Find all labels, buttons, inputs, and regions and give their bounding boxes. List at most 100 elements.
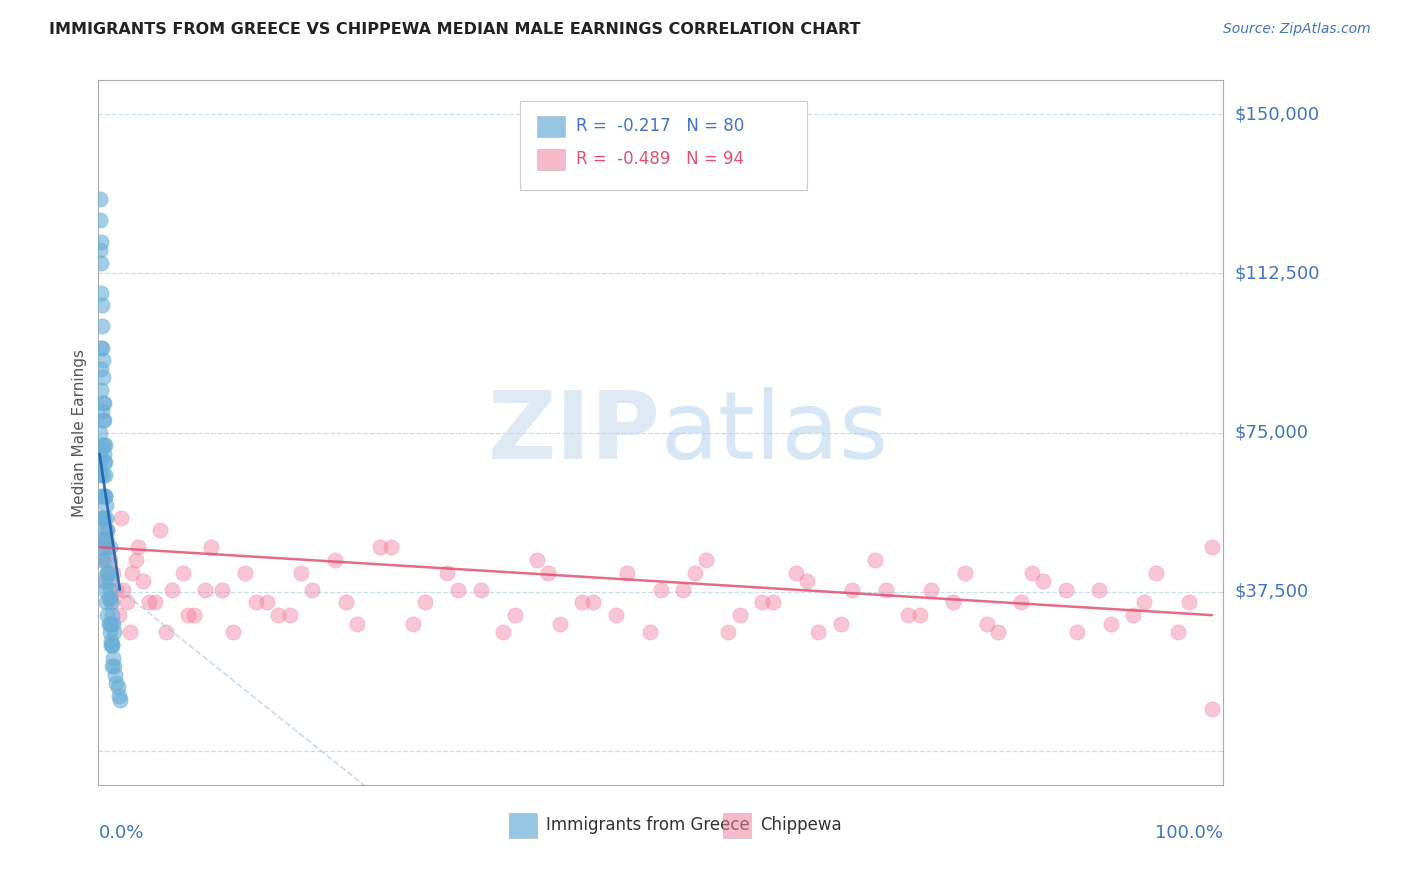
Text: 0.0%: 0.0% xyxy=(98,824,143,842)
Point xyxy=(503,608,526,623)
Point xyxy=(98,553,121,567)
Point xyxy=(90,285,112,300)
Point xyxy=(93,413,115,427)
Point xyxy=(112,582,135,597)
Point xyxy=(183,608,205,623)
Point xyxy=(1088,582,1111,597)
Point xyxy=(98,540,121,554)
Point xyxy=(256,595,278,609)
Point xyxy=(177,608,200,623)
Point xyxy=(987,625,1010,640)
Point xyxy=(413,595,436,609)
Point xyxy=(98,616,121,631)
Point xyxy=(97,591,120,606)
Bar xyxy=(723,814,751,838)
Point xyxy=(194,582,217,597)
Point xyxy=(875,582,897,597)
Point xyxy=(100,595,122,609)
Point xyxy=(380,540,402,554)
Point xyxy=(897,608,920,623)
Text: R =  -0.489   N = 94: R = -0.489 N = 94 xyxy=(576,150,744,169)
Point xyxy=(492,625,515,640)
Point xyxy=(301,582,323,597)
Point xyxy=(323,553,346,567)
Point xyxy=(97,574,120,589)
Point xyxy=(94,540,117,554)
Point xyxy=(90,319,112,334)
Point xyxy=(107,681,129,695)
Point xyxy=(650,582,672,597)
Point xyxy=(132,574,155,589)
Point xyxy=(127,540,149,554)
Point xyxy=(101,616,124,631)
Point xyxy=(470,582,492,597)
Text: Chippewa: Chippewa xyxy=(759,816,841,834)
Point xyxy=(90,532,112,546)
Point xyxy=(143,595,166,609)
Point xyxy=(94,582,117,597)
Point xyxy=(96,540,118,554)
Point xyxy=(138,595,160,609)
Text: atlas: atlas xyxy=(661,386,889,479)
Point xyxy=(953,566,976,580)
Point xyxy=(94,468,117,483)
Point xyxy=(942,595,965,609)
Point xyxy=(96,566,118,580)
Point xyxy=(751,595,773,609)
Point xyxy=(785,566,807,580)
Point xyxy=(94,455,117,469)
Text: $75,000: $75,000 xyxy=(1234,424,1309,442)
Point xyxy=(96,523,118,537)
Point xyxy=(91,489,114,503)
Point xyxy=(796,574,818,589)
Point xyxy=(1178,595,1201,609)
Point xyxy=(1032,574,1054,589)
Point xyxy=(90,235,112,249)
Point xyxy=(96,608,118,623)
Point xyxy=(90,438,112,452)
Point xyxy=(101,566,124,580)
Point xyxy=(89,447,111,461)
Point xyxy=(101,595,124,609)
Point xyxy=(571,595,593,609)
Point xyxy=(110,510,132,524)
Point xyxy=(93,447,115,461)
Point xyxy=(115,595,138,609)
Point xyxy=(90,341,112,355)
Point xyxy=(245,595,267,609)
Point xyxy=(101,659,124,673)
Text: $112,500: $112,500 xyxy=(1234,264,1320,283)
Point xyxy=(90,553,112,567)
Point xyxy=(89,468,111,483)
Point xyxy=(1201,540,1223,554)
Point xyxy=(100,633,122,648)
Point xyxy=(290,566,312,580)
Point xyxy=(101,650,124,665)
Bar xyxy=(537,116,565,136)
Point xyxy=(124,553,146,567)
Point xyxy=(104,667,127,681)
Point xyxy=(94,489,117,503)
Point xyxy=(346,616,368,631)
Point xyxy=(91,553,114,567)
Point xyxy=(582,595,605,609)
Point xyxy=(436,566,458,580)
Point xyxy=(96,595,118,609)
Point xyxy=(1010,595,1032,609)
Point xyxy=(616,566,638,580)
Text: IMMIGRANTS FROM GREECE VS CHIPPEWA MEDIAN MALE EARNINGS CORRELATION CHART: IMMIGRANTS FROM GREECE VS CHIPPEWA MEDIA… xyxy=(49,22,860,37)
Point xyxy=(96,523,118,537)
Bar xyxy=(537,149,565,169)
Point xyxy=(717,625,740,640)
Point xyxy=(90,404,112,418)
Point xyxy=(526,553,548,567)
Point xyxy=(93,510,115,524)
Point xyxy=(1099,616,1122,631)
Point xyxy=(149,523,172,537)
Point xyxy=(96,553,118,567)
Point xyxy=(96,532,118,546)
Point xyxy=(107,689,129,703)
Bar xyxy=(509,814,537,838)
Point xyxy=(537,566,560,580)
Text: Source: ZipAtlas.com: Source: ZipAtlas.com xyxy=(1223,22,1371,37)
